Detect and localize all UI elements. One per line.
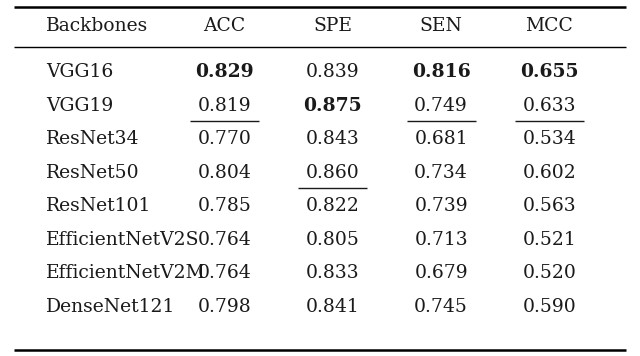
Text: 0.679: 0.679 — [414, 265, 468, 282]
Text: 0.764: 0.764 — [198, 265, 252, 282]
Text: 0.633: 0.633 — [523, 96, 576, 115]
Text: MCC: MCC — [525, 17, 573, 35]
Text: 0.739: 0.739 — [414, 197, 468, 215]
Text: 0.829: 0.829 — [195, 63, 253, 81]
Text: 0.749: 0.749 — [414, 96, 468, 115]
Text: 0.602: 0.602 — [522, 164, 576, 182]
Text: VGG16: VGG16 — [46, 63, 113, 81]
Text: 0.839: 0.839 — [306, 63, 360, 81]
Text: 0.819: 0.819 — [198, 96, 252, 115]
Text: 0.713: 0.713 — [414, 231, 468, 249]
Text: DenseNet121: DenseNet121 — [46, 298, 175, 316]
Text: EfficientNetV2S: EfficientNetV2S — [46, 231, 200, 249]
Text: 0.804: 0.804 — [198, 164, 252, 182]
Text: 0.805: 0.805 — [306, 231, 360, 249]
Text: 0.745: 0.745 — [414, 298, 468, 316]
Text: Backbones: Backbones — [46, 17, 148, 35]
Text: VGG19: VGG19 — [46, 96, 113, 115]
Text: SEN: SEN — [420, 17, 463, 35]
Text: 0.770: 0.770 — [198, 130, 252, 148]
Text: 0.534: 0.534 — [522, 130, 576, 148]
Text: 0.833: 0.833 — [306, 265, 360, 282]
Text: 0.860: 0.860 — [306, 164, 360, 182]
Text: ACC: ACC — [204, 17, 246, 35]
Text: 0.521: 0.521 — [522, 231, 576, 249]
Text: 0.734: 0.734 — [414, 164, 468, 182]
Text: 0.764: 0.764 — [198, 231, 252, 249]
Text: 0.843: 0.843 — [306, 130, 360, 148]
Text: 0.681: 0.681 — [414, 130, 468, 148]
Text: 0.841: 0.841 — [306, 298, 360, 316]
Text: ResNet50: ResNet50 — [46, 164, 140, 182]
Text: 0.655: 0.655 — [520, 63, 579, 81]
Text: EfficientNetV2M: EfficientNetV2M — [46, 265, 205, 282]
Text: SPE: SPE — [313, 17, 352, 35]
Text: 0.798: 0.798 — [198, 298, 252, 316]
Text: 0.875: 0.875 — [303, 96, 362, 115]
Text: 0.563: 0.563 — [523, 197, 576, 215]
Text: 0.822: 0.822 — [306, 197, 360, 215]
Text: ResNet34: ResNet34 — [46, 130, 140, 148]
Text: ResNet101: ResNet101 — [46, 197, 152, 215]
Text: 0.785: 0.785 — [198, 197, 252, 215]
Text: 0.816: 0.816 — [412, 63, 470, 81]
Text: 0.520: 0.520 — [522, 265, 577, 282]
Text: 0.590: 0.590 — [522, 298, 576, 316]
